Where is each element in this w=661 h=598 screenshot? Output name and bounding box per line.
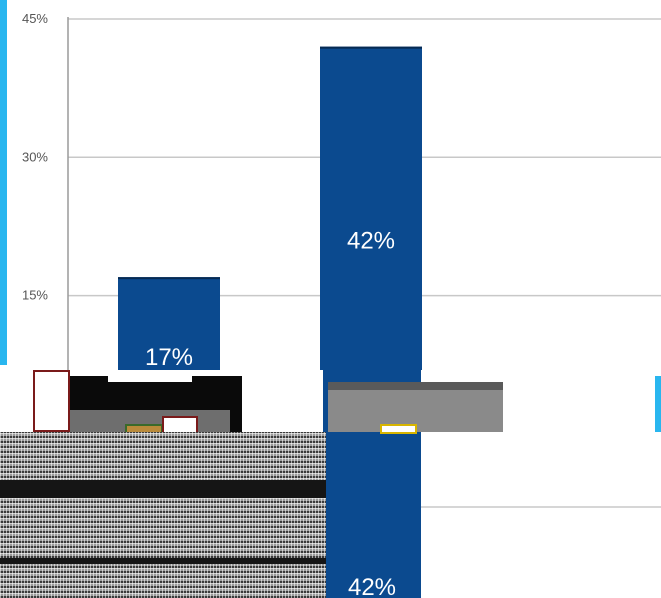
bar bbox=[320, 46, 422, 370]
glitch-white-block bbox=[33, 370, 70, 432]
bar-chart-svg: 15% 30% 45% 17% 42% bbox=[22, 11, 661, 370]
y-tick-label: 30% bbox=[22, 149, 48, 164]
y-tick-label: 45% bbox=[22, 11, 48, 26]
noise-dark-row bbox=[0, 480, 326, 498]
glitch-yellow-box bbox=[380, 424, 417, 434]
glitch-white-strip bbox=[108, 372, 192, 382]
bar-top-edge bbox=[320, 46, 422, 49]
bar bbox=[118, 277, 220, 370]
glitch-gray-block bbox=[328, 382, 503, 432]
noise-band bbox=[0, 432, 326, 598]
accent-strip-left bbox=[0, 0, 7, 365]
bar-value-label: 17% bbox=[145, 344, 193, 370]
noise-dark-row-lower bbox=[0, 558, 326, 564]
bar-chart: 15% 30% 45% 17% 42% bbox=[22, 11, 661, 370]
duplicate-bar-label: 42% bbox=[348, 574, 396, 598]
accent-strip-right bbox=[655, 376, 661, 432]
bar-value-label: 42% bbox=[347, 228, 395, 255]
bar-top-edge bbox=[118, 277, 220, 280]
y-tick-label: 15% bbox=[22, 288, 48, 303]
